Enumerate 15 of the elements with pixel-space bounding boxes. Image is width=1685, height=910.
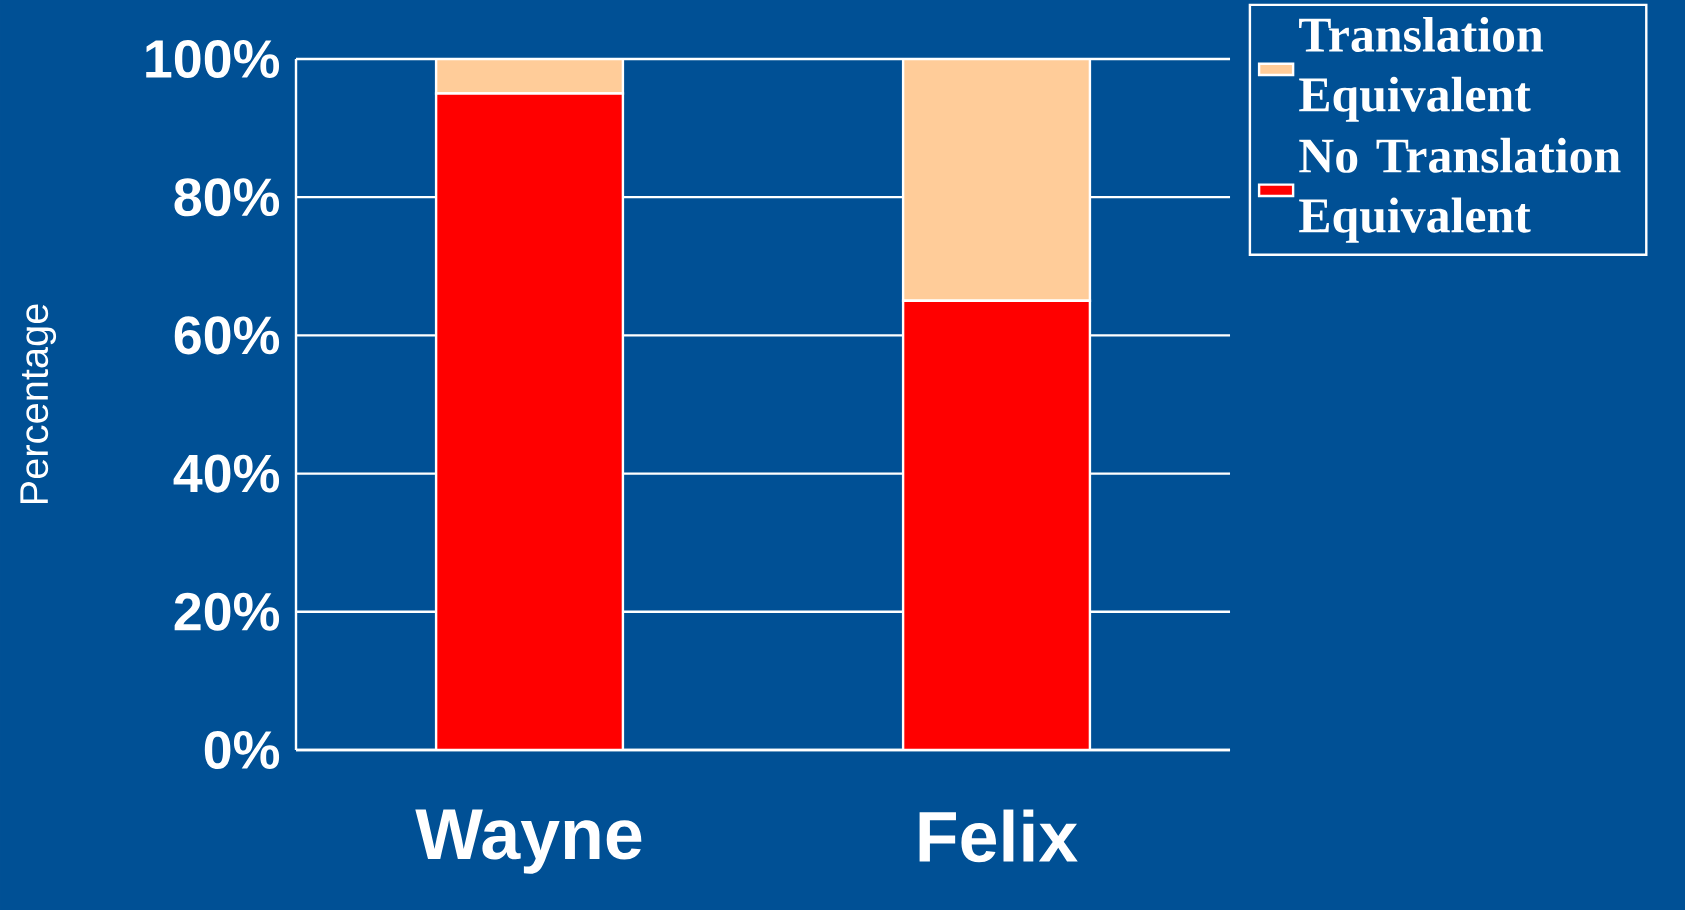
y-axis-title: Percentage	[20, 304, 57, 504]
legend-label: Translation Equivalent	[1299, 16, 1543, 122]
y-tick-label: 20%	[174, 592, 280, 631]
y-tick-label: 60%	[174, 316, 280, 355]
x-tick-label: Wayne	[415, 809, 642, 874]
bar	[901, 58, 1092, 303]
y-tick-label: 0%	[204, 730, 280, 770]
y-tick-label: 100%	[146, 39, 280, 79]
y-tick-label: 80%	[174, 178, 280, 217]
bar	[434, 58, 625, 95]
bar	[434, 92, 625, 750]
x-tick-label: Felix	[919, 809, 1078, 863]
legend-label: No Translation Equivalent	[1299, 137, 1621, 243]
y-tick-label: 40%	[173, 454, 280, 493]
bar	[901, 299, 1092, 750]
